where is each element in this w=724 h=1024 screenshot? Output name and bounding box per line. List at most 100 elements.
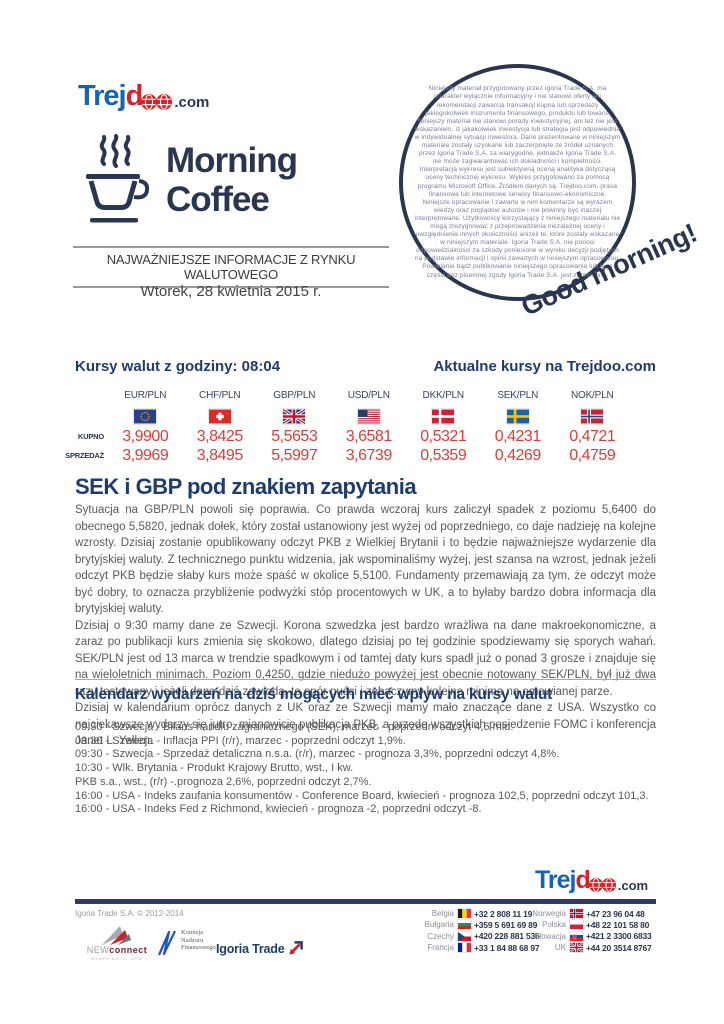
contact-country: Polska <box>541 920 566 930</box>
calendar-item: 10:30 - Wlk. Brytania - Produkt Krajowy … <box>75 762 354 775</box>
contact-row: Francja +33 1 84 88 68 97 <box>410 942 540 953</box>
contact-row: Słowacja +421 2 3300 6833 <box>524 931 652 942</box>
czech-flag-icon <box>458 931 471 941</box>
contact-country: Francja <box>427 943 454 953</box>
norway-flag-icon <box>570 909 583 919</box>
sweden-flag-icon <box>506 409 529 424</box>
contact-country: Bułgaria <box>424 920 454 930</box>
contact-phone: +47 23 96 04 48 <box>586 908 645 919</box>
contact-phone: +48 22 101 58 80 <box>586 919 650 930</box>
article-paragraph: Sytuacja na GBP/PLN powoli się poprawia.… <box>75 504 656 615</box>
denmark-flag-icon <box>432 409 455 424</box>
pair-label: DKK/PLN <box>422 390 465 401</box>
coffee-cup-icon <box>86 134 150 223</box>
pair-label: GBP/PLN <box>273 390 316 401</box>
contact-country: UK <box>554 943 566 953</box>
footer-rule <box>75 899 656 904</box>
contact-phone: +421 2 3300 6833 <box>586 931 652 942</box>
contacts-column-2: Norwegia +47 23 96 04 48 Polska +48 22 1… <box>524 908 652 953</box>
knf-logo: Komisja Nadzoru Finansowego <box>156 929 216 957</box>
norway-flag-icon <box>581 409 604 424</box>
contact-country: Czechy <box>427 931 454 941</box>
logo-text-com: .com <box>617 878 649 893</box>
contact-phone: +44 20 3514 8767 <box>586 942 652 953</box>
calendar-item: 09:30 - Szwecja - Sprzedaż detaliczna n.… <box>75 748 560 761</box>
knf-text-line3: Finansowego <box>181 944 216 952</box>
buy-rate: 0,5321 <box>420 428 467 445</box>
trejdoo-globe-icon <box>141 94 158 110</box>
article-title: SEK i GBP pod znakiem zapytania <box>75 474 417 499</box>
pair-label: SEK/PLN <box>497 390 539 401</box>
contacts-column-1: Belgia +32 2 808 11 19 Bułgaria +359 5 6… <box>410 908 540 953</box>
pair-label: NOK/PLN <box>570 390 614 401</box>
buy-rate: 0,4231 <box>494 428 541 445</box>
issue-date: Wtorek, 28 kwietnia 2015 r. <box>140 283 322 300</box>
disclaimer-circle: Niniejszy materiał przygotowany przez Ig… <box>399 64 636 301</box>
contact-phone: +420 228 881 536 <box>474 931 540 942</box>
contact-country: Belgia <box>431 909 454 919</box>
copyright: Igoria Trade S.A. © 2012-2014 <box>75 909 184 918</box>
sell-rate: 3,6739 <box>345 447 392 464</box>
disclaimer-text: Niniejszy materiał przygotowany przez Ig… <box>414 85 621 279</box>
calendar-item: PKB s.a., wst., (r/r) -.prognoza 2,6%, p… <box>75 775 372 788</box>
contact-phone: +32 2 808 11 19 <box>474 908 533 919</box>
trejdoo-globe-icon <box>601 878 616 892</box>
calendar-list: 09:30 - Szwecja - Bilans handlu zagranic… <box>75 721 656 817</box>
contact-row: Bułgaria +359 5 691 69 89 <box>410 919 540 930</box>
contact-country: Norwegia <box>532 909 566 919</box>
uk-flag-icon <box>283 409 306 424</box>
calendar-title: Kalendarz wydarzeń na dziś mogących mieć… <box>75 686 553 703</box>
sell-rate: 0,4269 <box>494 447 541 464</box>
contact-country: Słowacja <box>533 931 566 941</box>
tagline: NAJWAŻNIEJSZE INFORMACJE Z RYNKU WALUTOW… <box>73 246 389 288</box>
rates-time-label: Kursy walut z godziny: 08:04 <box>75 358 281 375</box>
sell-rate: 3,8495 <box>196 447 243 464</box>
article-paragraph: Dzisiaj w kalendarium oprócz danych z UK… <box>75 702 656 747</box>
eu-flag-icon <box>134 409 157 424</box>
trejdoo-globe-icon <box>588 878 603 892</box>
contact-row: UK +44 20 3514 8767 <box>524 942 652 953</box>
newconnect-subtext: RYNEK AKCJI GPW <box>91 956 143 961</box>
logo-text-blue: Trej <box>78 80 127 112</box>
newconnect-arrow-icon <box>102 926 131 945</box>
calendar-item: 16:00 - USA - Indeks zaufania konsumentó… <box>75 789 649 802</box>
usa-flag-icon <box>357 409 380 424</box>
page-title-line1: Morning <box>166 141 298 180</box>
sell-rate: 5,5997 <box>271 447 318 464</box>
igoria-trade-arrows-icon <box>289 941 304 955</box>
pair-label: EUR/PLN <box>124 390 167 401</box>
page-title: Morning Coffee <box>166 141 298 219</box>
igoria-trade-logo: Igoria Trade <box>216 940 304 957</box>
contact-row: Czechy +420 228 881 536 <box>410 931 540 942</box>
buy-rate: 3,8425 <box>196 428 243 445</box>
newconnect-text-bold: connect <box>109 945 148 955</box>
slovakia-flag-icon <box>570 931 583 941</box>
rates-table: EUR/PLN CHF/PLN GBP/PLN USD/PLN DKK/PLN … <box>65 390 630 465</box>
france-flag-icon <box>458 943 471 953</box>
buy-row-label: KUPNO <box>77 432 104 441</box>
buy-rate: 3,6581 <box>345 428 392 445</box>
trejdoo-logo: Trej d .com <box>78 82 209 111</box>
knf-mark-icon <box>157 930 176 956</box>
page-title-line2: Coffee <box>166 180 270 219</box>
sell-row-label: SPRZEDAŻ <box>65 451 104 460</box>
rates-source-label: Aktualne kursy na Trejdoo.com <box>433 358 656 375</box>
knf-text-line1: Komisja <box>181 929 204 936</box>
switzerland-flag-icon <box>208 409 231 424</box>
logo-text-com: .com <box>174 94 210 111</box>
logo-text-red: d <box>575 866 590 894</box>
sell-rate: 0,5359 <box>420 447 467 464</box>
sell-rate: 3,9969 <box>122 447 169 464</box>
logo-text-blue: Trej <box>535 866 576 894</box>
section-divider <box>75 679 656 680</box>
contact-phone: +33 1 84 88 68 97 <box>474 942 540 953</box>
newconnect-text-light: NEW <box>86 945 110 955</box>
contact-phone: +359 5 691 69 89 <box>474 919 538 930</box>
belgium-flag-icon <box>458 909 471 919</box>
buy-rate: 0,4721 <box>569 428 616 445</box>
contact-row: Belgia +32 2 808 11 19 <box>410 908 540 919</box>
sell-rate: 0,4759 <box>569 447 616 464</box>
pair-label: USD/PLN <box>347 390 390 401</box>
bulgaria-flag-icon <box>458 920 471 930</box>
